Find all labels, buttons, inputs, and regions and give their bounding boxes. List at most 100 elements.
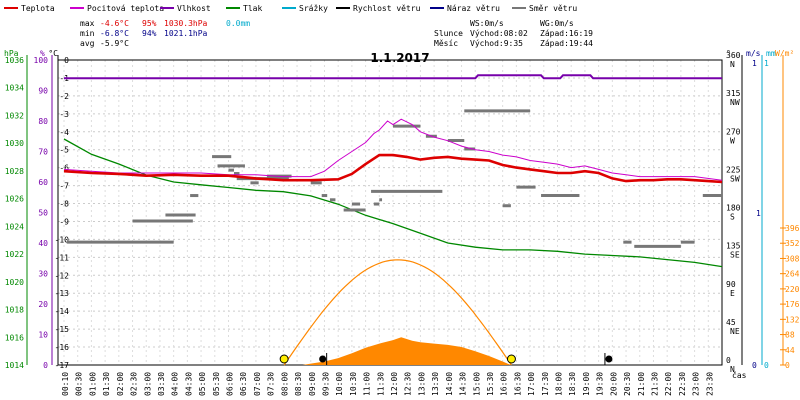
tick-c: -11 xyxy=(55,253,70,262)
info-sun-set: Západ:16:19 xyxy=(540,29,593,38)
tick-x: 12:30 xyxy=(404,372,413,396)
tick-x: 11:30 xyxy=(376,372,385,396)
moonrise-marker xyxy=(319,355,327,363)
tick-ms: 0 xyxy=(752,361,757,370)
tick-pct: 60 xyxy=(38,178,48,187)
tick-x: 18:00 xyxy=(555,372,564,396)
tick-deg: 0 xyxy=(726,356,731,365)
info-sun-rise: Východ:08:02 xyxy=(470,29,528,38)
stat-min-press: 1021.1hPa xyxy=(164,29,208,38)
tick-c: -6 xyxy=(59,164,69,173)
axis-ms-unit: m/s xyxy=(746,49,761,58)
tick-x: 02:30 xyxy=(130,372,139,396)
tick-pct: 100 xyxy=(34,56,49,65)
tick-mm: 0 xyxy=(764,361,769,370)
tick-deg-letter: SW xyxy=(730,174,740,183)
tick-c: -12 xyxy=(55,271,70,280)
tick-deg-letter: W xyxy=(730,136,735,145)
tick-x: 08:00 xyxy=(280,372,289,396)
tick-c: -14 xyxy=(55,307,70,316)
tick-hpa: 1022 xyxy=(5,250,24,259)
tick-x: 19:30 xyxy=(596,372,605,396)
tick-deg: 135 xyxy=(726,242,741,251)
tick-x: 10:00 xyxy=(335,372,344,396)
tick-ms: 1 xyxy=(752,59,757,68)
tick-deg: 90 xyxy=(726,280,736,289)
tick-x: 15:30 xyxy=(486,372,495,396)
tick-x: 13:00 xyxy=(417,372,426,396)
tick-hpa: 1032 xyxy=(5,111,24,120)
tick-x: 23:00 xyxy=(692,372,701,396)
tick-x: 22:30 xyxy=(678,372,687,396)
tick-pct: 50 xyxy=(38,209,48,218)
tick-hpa: 1030 xyxy=(5,139,24,148)
tick-hpa: 1024 xyxy=(5,222,24,231)
tick-w: 132 xyxy=(785,315,800,324)
tick-deg-letter: N xyxy=(730,60,735,69)
tick-x: 05:00 xyxy=(198,372,207,396)
tick-c: -13 xyxy=(55,289,70,298)
tick-x: 14:30 xyxy=(459,372,468,396)
tick-x: 23:30 xyxy=(705,372,714,396)
tick-w: 176 xyxy=(785,300,800,309)
series-pressure xyxy=(63,138,723,268)
tick-c: -5 xyxy=(59,146,69,155)
tick-hpa: 1016 xyxy=(5,333,24,342)
tick-deg: 180 xyxy=(726,204,741,213)
tick-w: 308 xyxy=(785,254,800,263)
tick-x: 09:00 xyxy=(308,372,317,396)
info-moon-label: Měsíc xyxy=(434,39,458,48)
tick-x: 16:30 xyxy=(513,372,522,396)
legend-label-0: Teplota xyxy=(21,4,55,13)
stat-max-rain: 0.0mm xyxy=(226,19,250,28)
series-humidity xyxy=(64,74,722,80)
tick-hpa: 1014 xyxy=(5,361,24,370)
tick-w: 352 xyxy=(785,239,800,248)
tick-pct: 80 xyxy=(38,117,48,126)
stat-avg-temp: -5.9°C xyxy=(100,39,129,48)
tick-ms: 1 xyxy=(756,209,761,218)
axis-mm-unit: mm xyxy=(766,49,776,58)
info-wg: WG:0m/s xyxy=(540,19,574,28)
tick-hpa: 1036 xyxy=(5,56,24,65)
x-axis-label: čas xyxy=(732,370,747,380)
tick-x: 20:30 xyxy=(623,372,632,396)
tick-deg-letter: S xyxy=(730,213,735,222)
tick-x: 17:00 xyxy=(527,372,536,396)
tick-x: 13:30 xyxy=(431,372,440,396)
legend-label-2: Vlhkost xyxy=(177,4,211,13)
info-moon-set: Západ:19:44 xyxy=(540,39,593,48)
stat-max-temp: -4.6°C xyxy=(100,19,129,28)
tick-deg-letter: NE xyxy=(730,327,740,336)
tick-x: 01:00 xyxy=(88,372,97,396)
solar-measured-area xyxy=(302,337,511,365)
tick-deg: 360 xyxy=(726,51,741,60)
tick-w: 264 xyxy=(785,270,800,279)
tick-mm: 1 xyxy=(764,59,769,68)
tick-x: 16:00 xyxy=(500,372,509,396)
tick-x: 21:30 xyxy=(650,372,659,396)
tick-x: 12:00 xyxy=(390,372,399,396)
stat-min-hum: 94% xyxy=(142,29,157,38)
solar-theoretical-curve xyxy=(283,259,512,366)
tick-x: 22:00 xyxy=(664,372,673,396)
tick-deg: 270 xyxy=(726,127,741,136)
tick-hpa: 1028 xyxy=(5,167,24,176)
tick-pct: 20 xyxy=(38,300,48,309)
plot-frame xyxy=(57,59,723,366)
chart-title: 1.1.2017 xyxy=(370,51,429,65)
tick-x: 11:00 xyxy=(363,372,372,396)
tick-c: -8 xyxy=(59,200,69,209)
tick-pct: 70 xyxy=(38,148,48,157)
tick-w: 220 xyxy=(785,285,800,294)
tick-deg-letter: E xyxy=(730,289,735,298)
info-ws: WS:0m/s xyxy=(470,19,504,28)
tick-x: 00:10 xyxy=(61,372,70,396)
stat-max-hum: 95% xyxy=(142,19,157,28)
tick-x: 17:30 xyxy=(541,372,550,396)
tick-x: 08:30 xyxy=(294,372,303,396)
tick-x: 00:30 xyxy=(75,372,84,396)
tick-pct: 90 xyxy=(38,87,48,96)
tick-x: 07:00 xyxy=(253,372,262,396)
stat-min-label: min xyxy=(80,29,95,38)
